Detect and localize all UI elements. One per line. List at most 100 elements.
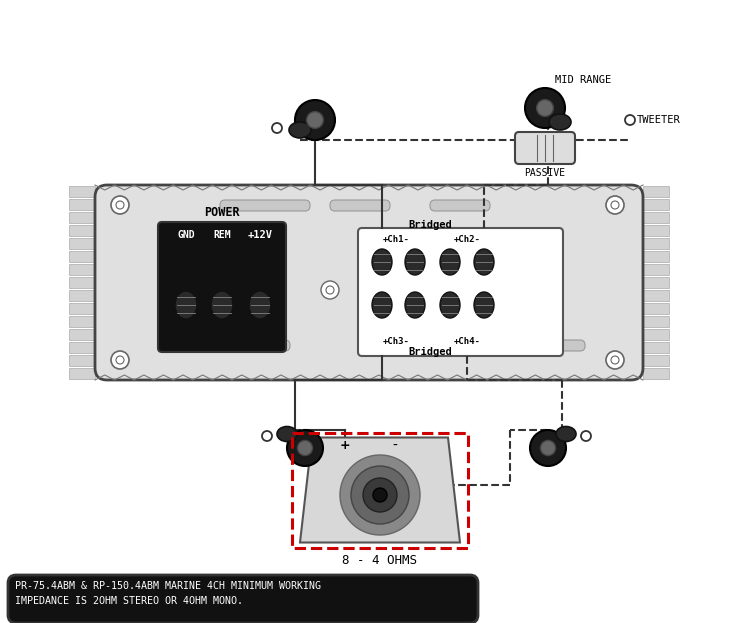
- Polygon shape: [300, 437, 460, 543]
- Bar: [643, 251, 669, 262]
- Text: TWEETER: TWEETER: [637, 115, 680, 125]
- FancyBboxPatch shape: [8, 575, 478, 623]
- Circle shape: [525, 88, 565, 128]
- Ellipse shape: [211, 291, 233, 319]
- Circle shape: [373, 488, 387, 502]
- Ellipse shape: [372, 292, 392, 318]
- Bar: [643, 329, 669, 340]
- Circle shape: [625, 115, 635, 125]
- Circle shape: [363, 478, 397, 512]
- Text: +Ch3-: +Ch3-: [382, 338, 410, 346]
- Bar: [643, 355, 669, 366]
- Ellipse shape: [372, 249, 392, 275]
- Ellipse shape: [440, 249, 460, 275]
- FancyBboxPatch shape: [515, 340, 585, 351]
- Text: +Ch2-: +Ch2-: [454, 235, 480, 244]
- Text: +12V: +12V: [247, 230, 272, 240]
- Bar: [69, 329, 95, 340]
- Bar: [69, 199, 95, 210]
- Bar: [69, 368, 95, 379]
- Circle shape: [116, 356, 124, 364]
- Text: -: -: [393, 439, 398, 452]
- Circle shape: [297, 440, 313, 455]
- Bar: [643, 368, 669, 379]
- Text: 8 - 4 OHMS: 8 - 4 OHMS: [342, 554, 418, 568]
- Bar: [69, 290, 95, 301]
- Bar: [69, 355, 95, 366]
- Ellipse shape: [474, 292, 494, 318]
- Circle shape: [306, 112, 323, 128]
- Bar: [69, 342, 95, 353]
- FancyBboxPatch shape: [430, 340, 500, 351]
- Ellipse shape: [175, 291, 197, 319]
- Bar: [643, 290, 669, 301]
- Text: POWER: POWER: [204, 206, 240, 219]
- Circle shape: [340, 455, 420, 535]
- Circle shape: [116, 201, 124, 209]
- Circle shape: [326, 286, 334, 294]
- Bar: [69, 251, 95, 262]
- Bar: [69, 186, 95, 197]
- Text: Bridged: Bridged: [408, 220, 452, 230]
- Circle shape: [111, 351, 129, 369]
- Bar: [643, 342, 669, 353]
- FancyBboxPatch shape: [200, 340, 290, 351]
- Circle shape: [537, 100, 554, 117]
- Bar: [69, 316, 95, 327]
- FancyBboxPatch shape: [358, 228, 563, 356]
- Circle shape: [262, 431, 272, 441]
- Bar: [643, 277, 669, 288]
- Bar: [643, 264, 669, 275]
- Bar: [643, 316, 669, 327]
- FancyBboxPatch shape: [95, 185, 643, 380]
- FancyBboxPatch shape: [220, 200, 310, 211]
- Bar: [69, 238, 95, 249]
- Bar: [69, 303, 95, 314]
- Circle shape: [611, 201, 619, 209]
- Ellipse shape: [249, 291, 271, 319]
- Bar: [69, 225, 95, 236]
- Ellipse shape: [474, 249, 494, 275]
- Ellipse shape: [556, 427, 576, 442]
- Circle shape: [606, 351, 624, 369]
- Bar: [292, 432, 468, 548]
- Text: PASSIVE: PASSIVE: [525, 168, 565, 178]
- Bar: [643, 238, 669, 249]
- Text: +: +: [339, 439, 351, 452]
- Bar: [643, 212, 669, 223]
- Ellipse shape: [440, 292, 460, 318]
- Bar: [69, 212, 95, 223]
- Text: +Ch1-: +Ch1-: [382, 235, 410, 244]
- FancyBboxPatch shape: [515, 132, 575, 164]
- Bar: [69, 264, 95, 275]
- Ellipse shape: [405, 249, 425, 275]
- Circle shape: [295, 100, 335, 140]
- Text: PR-75.4ABM & RP-150.4ABM MARINE 4CH MINIMUM WORKING
IMPEDANCE IS 2OHM STEREO OR : PR-75.4ABM & RP-150.4ABM MARINE 4CH MINI…: [15, 581, 321, 606]
- Ellipse shape: [277, 427, 297, 442]
- Ellipse shape: [549, 114, 571, 130]
- Circle shape: [287, 430, 323, 466]
- FancyBboxPatch shape: [330, 200, 390, 211]
- Text: 6: 6: [373, 587, 386, 607]
- Ellipse shape: [289, 122, 311, 138]
- Text: +Ch4-: +Ch4-: [454, 338, 480, 346]
- Text: REM: REM: [213, 230, 231, 240]
- Bar: [643, 199, 669, 210]
- Circle shape: [530, 430, 566, 466]
- Text: GND: GND: [177, 230, 195, 240]
- Circle shape: [351, 466, 409, 524]
- Text: Bridged: Bridged: [408, 347, 452, 357]
- Circle shape: [111, 196, 129, 214]
- FancyBboxPatch shape: [158, 222, 286, 352]
- Circle shape: [272, 123, 282, 133]
- Ellipse shape: [405, 292, 425, 318]
- Bar: [643, 225, 669, 236]
- Bar: [69, 277, 95, 288]
- FancyBboxPatch shape: [430, 200, 490, 211]
- Circle shape: [540, 440, 556, 455]
- Bar: [643, 186, 669, 197]
- Circle shape: [611, 356, 619, 364]
- Bar: [643, 303, 669, 314]
- Circle shape: [321, 281, 339, 299]
- Circle shape: [606, 196, 624, 214]
